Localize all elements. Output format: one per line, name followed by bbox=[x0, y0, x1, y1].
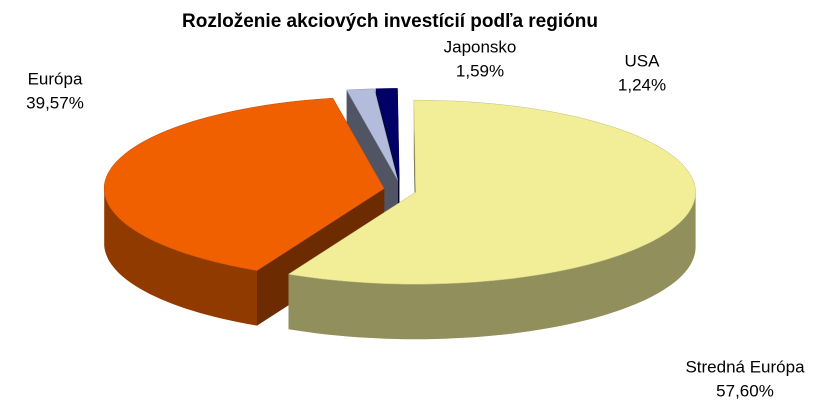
value-label: 1,59% bbox=[456, 61, 504, 80]
slice-side bbox=[288, 192, 696, 340]
slice-label: USA bbox=[625, 51, 661, 70]
slice-side bbox=[346, 90, 398, 236]
slice bbox=[346, 88, 399, 181]
slice-side bbox=[104, 188, 257, 326]
slice bbox=[103, 97, 385, 271]
slice bbox=[375, 88, 400, 181]
slice-label: Stredná Európa bbox=[685, 357, 805, 376]
value-label: 57,60% bbox=[716, 381, 774, 400]
slice bbox=[287, 99, 696, 285]
value-label: 39,57% bbox=[26, 93, 84, 112]
value-label: 1,24% bbox=[618, 75, 666, 94]
slice-label: Japonsko bbox=[444, 37, 517, 56]
chart-title: Rozloženie akciových investícií podľa re… bbox=[182, 11, 598, 32]
slice-label: Európa bbox=[28, 69, 83, 88]
